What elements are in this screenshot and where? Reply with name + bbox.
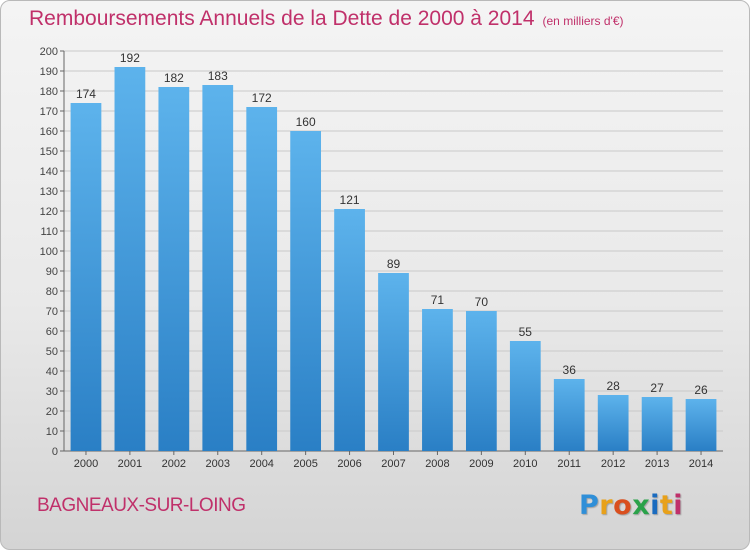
bar-2006 [334, 209, 365, 451]
bar-2003 [202, 85, 234, 451]
y-tick-label: 140 [40, 166, 58, 178]
value-label-2005: 160 [296, 115, 316, 129]
value-label-2002: 182 [164, 71, 184, 85]
y-tick-label: 160 [40, 126, 58, 138]
y-tick-label: 0 [52, 446, 58, 458]
bar-2005 [290, 131, 322, 451]
y-tick-label: 20 [46, 406, 58, 418]
y-tick-label: 170 [40, 106, 58, 118]
y-tick-label: 70 [46, 306, 58, 318]
bar-2008 [422, 309, 453, 451]
x-tick-label-2007: 2007 [381, 458, 405, 470]
x-tick-label-2003: 2003 [206, 458, 230, 470]
logo-letter: P [579, 490, 600, 521]
y-tick-label: 50 [46, 346, 58, 358]
y-tick-label: 190 [40, 66, 58, 78]
x-tick-label-2008: 2008 [425, 458, 449, 470]
logo-letter: t [659, 490, 674, 521]
y-tick-label: 80 [46, 286, 58, 298]
y-tick-label: 110 [40, 226, 58, 238]
chart-unit-label: (en milliers d'€) [542, 14, 624, 28]
x-tick-label-2012: 2012 [601, 458, 625, 470]
y-tick-label: 130 [40, 186, 58, 198]
y-tick-label: 40 [46, 366, 58, 378]
value-label-2014: 26 [694, 383, 708, 397]
y-tick-label: 180 [40, 86, 58, 98]
axes: 0 10 20 30 40 50 60 70 80 90 100 110 120 130 140 150 160… [40, 46, 723, 470]
bar-2012 [597, 395, 629, 451]
value-label-2008: 71 [431, 293, 445, 307]
value-label-2003: 183 [208, 69, 228, 83]
y-tick-label: 90 [46, 266, 58, 278]
logo-letter: o [613, 490, 633, 521]
x-tick-label-2010: 2010 [513, 458, 537, 470]
y-tick-label: 10 [46, 426, 58, 438]
value-label-2004: 172 [252, 91, 272, 105]
value-label-2012: 28 [606, 379, 620, 393]
x-tick-label-2001: 2001 [118, 458, 142, 470]
x-tick-label-2002: 2002 [162, 458, 186, 470]
bars [70, 67, 717, 451]
y-tick-label: 150 [40, 146, 58, 158]
bar-2004 [246, 107, 278, 451]
proxiti-logo: Proxiti [579, 490, 683, 521]
chart-title: Remboursements Annuels de la Dette de 20… [29, 7, 624, 31]
value-label-2000: 174 [76, 87, 96, 101]
value-label-2013: 27 [650, 381, 664, 395]
logo-letter: x [632, 490, 651, 521]
y-tick-label: 200 [40, 46, 58, 58]
x-tick-label-2000: 2000 [74, 458, 98, 470]
value-label-2006: 121 [340, 193, 360, 207]
bar-2007 [378, 273, 409, 451]
bar-2014 [685, 399, 717, 451]
x-tick-label-2013: 2013 [645, 458, 669, 470]
value-label-2007: 89 [387, 257, 401, 271]
bar-labels: 174 192 182 183 172 160 121 89 71 70 55 36 28 27 26 [76, 51, 708, 397]
bar-2010 [509, 341, 541, 451]
y-tick-label: 60 [46, 326, 58, 338]
bar-2000 [70, 103, 102, 451]
bar-2013 [641, 397, 673, 451]
y-tick-label: 30 [46, 386, 58, 398]
city-name: BAGNEAUX-SUR-LOING [37, 495, 246, 516]
logo-letter: i [650, 490, 660, 521]
x-tick-label-2005: 2005 [293, 458, 317, 470]
value-label-2001: 192 [120, 51, 140, 65]
logo-letter: r [599, 490, 614, 521]
value-label-2011: 36 [563, 363, 577, 377]
bar-2001 [114, 67, 146, 451]
chart-title-text: Remboursements Annuels de la Dette de 20… [29, 7, 535, 30]
value-label-2010: 55 [519, 325, 533, 339]
x-tick-label-2004: 2004 [249, 458, 273, 470]
bar-2009 [465, 311, 497, 451]
y-tick-label: 120 [40, 206, 58, 218]
x-tick-label-2009: 2009 [469, 458, 493, 470]
x-tick-label-2006: 2006 [337, 458, 361, 470]
value-label-2009: 70 [475, 295, 489, 309]
logo-letter: i [673, 490, 684, 521]
x-tick-label-2014: 2014 [689, 458, 713, 470]
y-tick-label: 100 [40, 246, 58, 258]
bar-2011 [553, 379, 585, 451]
bar-2002 [158, 87, 190, 451]
x-tick-label-2011: 2011 [557, 458, 581, 470]
